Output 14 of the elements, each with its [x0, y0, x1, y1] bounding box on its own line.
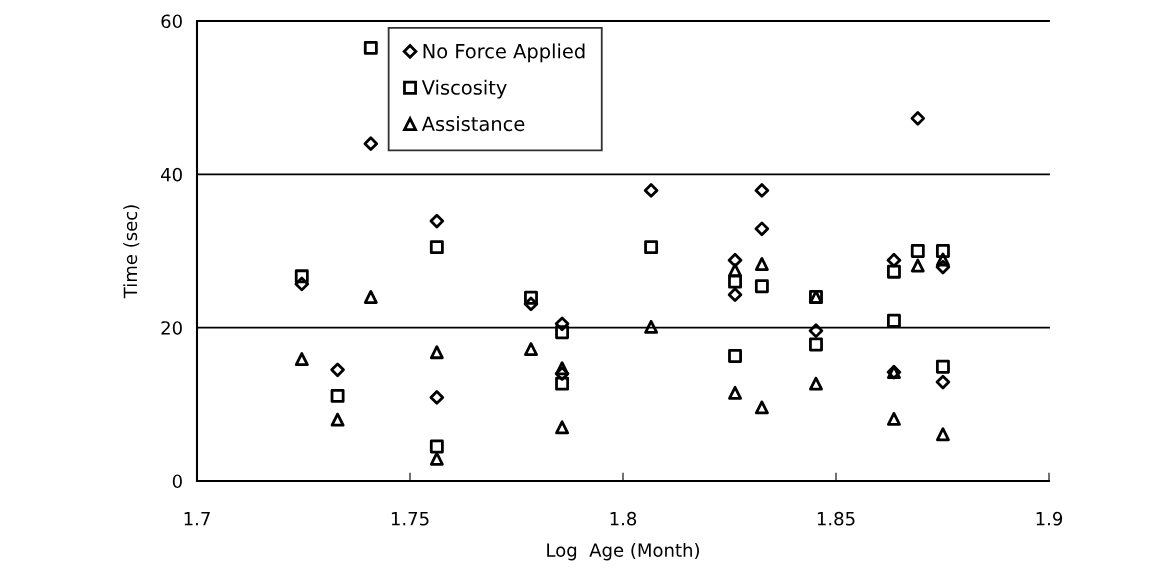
x-axis-title: Log Age (Month)	[547, 542, 699, 561]
legend-label: Viscosity	[421, 79, 507, 99]
x-tick-label: 1.9	[1036, 511, 1063, 526]
x-tick-label: 1.8	[610, 511, 637, 526]
y-tick-label: 0	[172, 474, 182, 489]
y-tick-label: 60	[161, 14, 182, 29]
y-tick-label: 40	[161, 167, 182, 182]
y-tick-label: 20	[161, 321, 182, 335]
x-tick-label: 1.85	[817, 511, 855, 526]
x-tick-label: 1.7	[184, 512, 210, 526]
legend-label: No Force Applied	[423, 43, 585, 63]
legend-label: Assistance	[421, 116, 525, 132]
y-axis-title: Time (sec)	[123, 205, 140, 299]
x-tick-label: 1.75	[391, 512, 429, 526]
